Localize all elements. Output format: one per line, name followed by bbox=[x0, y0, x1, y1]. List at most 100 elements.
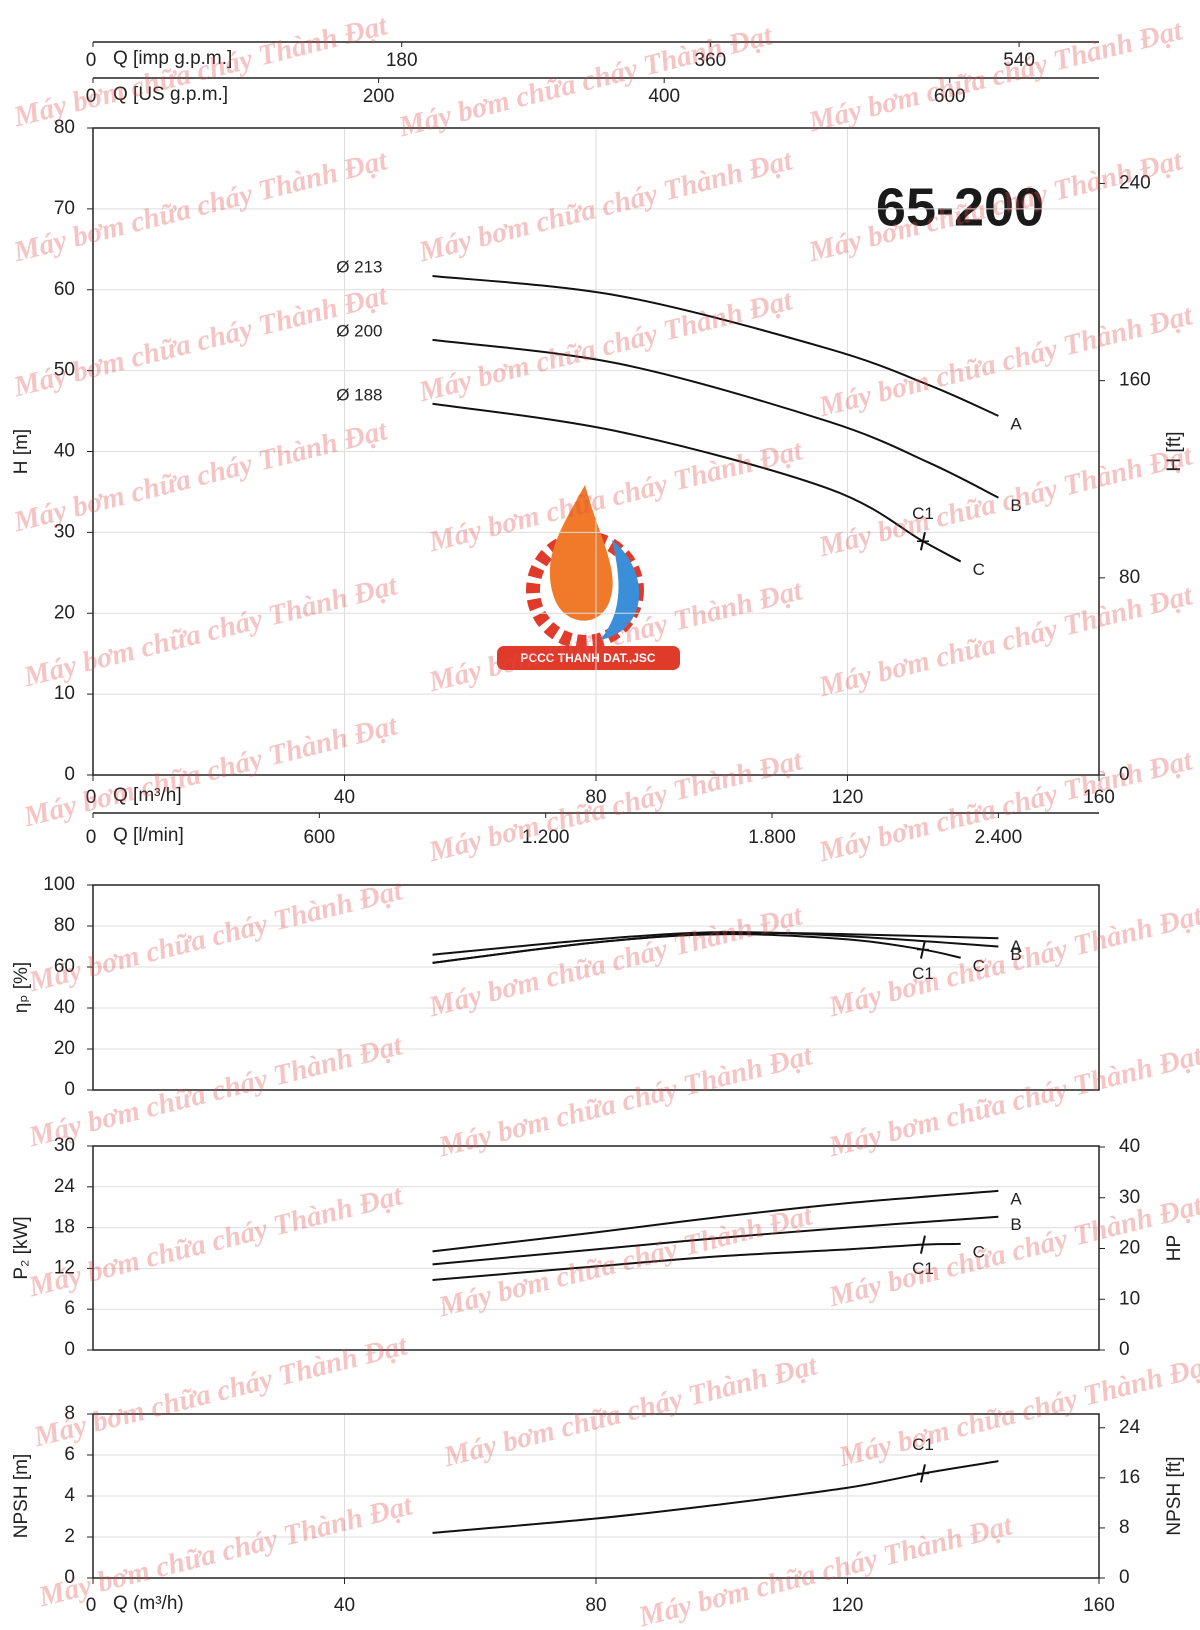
x-tick-label: 80 bbox=[585, 787, 606, 808]
y2-tick-label: 10 bbox=[1119, 1288, 1140, 1309]
y2-tick-label: 20 bbox=[1119, 1238, 1140, 1259]
watermark: Máy bơm chữa cháy Thành Đạt bbox=[25, 1179, 407, 1303]
plot-frame bbox=[92, 1145, 1100, 1351]
curve-label: B bbox=[1010, 496, 1021, 515]
y-tick-label: 10 bbox=[54, 683, 75, 704]
curve-label: A bbox=[1010, 414, 1022, 433]
x-axis-label: Q [m³/h] bbox=[113, 785, 182, 806]
curve-label: B bbox=[1010, 945, 1021, 964]
y-tick-label: 40 bbox=[54, 441, 75, 462]
watermark: Máy bơm chữa cháy Thành Đạt bbox=[20, 569, 402, 693]
x-tick-label: 400 bbox=[648, 86, 680, 107]
y2-tick-label: 0 bbox=[1119, 1567, 1130, 1588]
y-tick-label: 80 bbox=[54, 915, 75, 936]
watermark: Máy bơm chữa cháy Thành Đạt bbox=[825, 899, 1200, 1023]
y-tick-label: 70 bbox=[54, 198, 75, 219]
y2-axis-label: H [ft] bbox=[1164, 431, 1185, 471]
watermark: Máy bơm chữa cháy Thành Đạt bbox=[415, 284, 797, 408]
y-tick-label: 24 bbox=[54, 1176, 76, 1197]
curve-label: C bbox=[973, 560, 985, 579]
x-tick-label: 160 bbox=[1083, 787, 1115, 808]
watermark: Máy bơm chữa cháy Thành Đạt bbox=[815, 744, 1197, 868]
x-tick-label: 0 bbox=[86, 50, 97, 71]
curve-label: A bbox=[1010, 1189, 1022, 1208]
watermark: Máy bơm chữa cháy Thành Đạt bbox=[805, 144, 1187, 268]
x-tick-label: 600 bbox=[303, 827, 335, 848]
logo-text: PCCC THANH DAT.,JSC bbox=[520, 651, 655, 665]
x-tick-label: 180 bbox=[386, 50, 418, 71]
watermark: Máy bơm chữa cháy Thành Đạt bbox=[10, 9, 392, 133]
logo: PCCC THANH DAT.,JSC bbox=[497, 485, 680, 670]
y-axis-label: NPSH [m] bbox=[11, 1454, 32, 1538]
plot-frame bbox=[92, 884, 1100, 1091]
point-label: C1 bbox=[912, 504, 934, 523]
y2-axis-label: NPSH [ft] bbox=[1164, 1456, 1185, 1535]
y2-tick-label: 30 bbox=[1119, 1187, 1140, 1208]
x-tick-label: 0 bbox=[86, 1595, 97, 1616]
watermark: Máy bơm chữa cháy Thành Đạt bbox=[815, 299, 1197, 423]
x-tick-label: 1.200 bbox=[522, 827, 570, 848]
watermark: Máy bơm chữa cháy Thành Đạt bbox=[805, 14, 1187, 138]
chart-title: 65-200 bbox=[876, 177, 1044, 237]
curve-label: C bbox=[973, 956, 985, 975]
x-axis-label: Q [US g.p.m.] bbox=[113, 84, 228, 105]
watermark: Máy bơm chữa cháy Thành Đạt bbox=[815, 439, 1197, 563]
diameter-label: Ø 213 bbox=[336, 257, 382, 276]
curve bbox=[432, 338, 999, 499]
y-tick-label: 8 bbox=[64, 1403, 75, 1424]
panel: 0 10 20 30 40 50 60 70 80 H [m] 0 80 160 240 H [ft] 0 40… bbox=[11, 41, 1185, 848]
x-tick-label: 1.800 bbox=[748, 827, 796, 848]
y2-tick-label: 40 bbox=[1119, 1136, 1140, 1157]
curve bbox=[432, 1189, 999, 1253]
x-axis-label: Q (m³/h) bbox=[113, 1593, 184, 1614]
y-tick-label: 0 bbox=[64, 1567, 75, 1588]
x-axis-label: Q [imp g.p.m.] bbox=[113, 48, 232, 69]
y-tick-label: 2 bbox=[64, 1526, 75, 1547]
point-label: C1 bbox=[912, 1435, 934, 1454]
y-axis-label: ηₚ [%] bbox=[11, 962, 32, 1013]
x-tick-label: 120 bbox=[832, 787, 864, 808]
x-tick-label: 600 bbox=[934, 86, 966, 107]
watermark: Máy bơm chữa cháy Thành Đạt bbox=[425, 899, 807, 1023]
x-tick-label: 0 bbox=[86, 787, 97, 808]
x-tick-label: 40 bbox=[334, 787, 355, 808]
watermark: Máy bơm chữa cháy Thành Đạt bbox=[10, 414, 392, 538]
y-tick-label: 4 bbox=[64, 1485, 75, 1506]
watermark: Máy bơm chữa cháy Thành Đạt bbox=[425, 744, 807, 868]
watermark: Máy bơm chữa cháy Thành Đạt bbox=[825, 1039, 1200, 1163]
x-tick-label: 40 bbox=[334, 1595, 355, 1616]
y-tick-label: 80 bbox=[54, 117, 75, 138]
curve-label: C bbox=[973, 1242, 985, 1261]
y-tick-label: 12 bbox=[54, 1257, 75, 1278]
x-tick-label: 200 bbox=[363, 86, 395, 107]
watermark: Máy bơm chữa cháy Thành Đạt bbox=[30, 1329, 412, 1453]
curve bbox=[432, 1215, 999, 1266]
point-label: C1 bbox=[912, 964, 934, 983]
y-tick-label: 60 bbox=[54, 279, 75, 300]
watermark: Máy bơm chữa cháy Thành Đạt bbox=[25, 874, 407, 998]
watermark: Máy bơm chữa cháy Thành Đạt bbox=[25, 1029, 407, 1153]
y-tick-label: 6 bbox=[64, 1298, 75, 1319]
watermark: Máy bơm chữa cháy Thành Đạt bbox=[415, 144, 797, 268]
x-tick-label: 540 bbox=[1003, 50, 1035, 71]
x-tick-label: 80 bbox=[585, 1595, 606, 1616]
panel: 0 6 12 18 24 30 P₂ [kW] 0 10 20 30 40 HP AB C C1 bbox=[11, 1135, 1185, 1360]
y2-tick-label: 8 bbox=[1119, 1517, 1130, 1538]
x-tick-label: 120 bbox=[832, 1595, 864, 1616]
y2-tick-label: 24 bbox=[1119, 1417, 1141, 1438]
watermark: Máy bơm chữa cháy Thành Đạt bbox=[20, 709, 402, 833]
watermark: Máy bơm chữa cháy Thành Đạt bbox=[425, 574, 807, 698]
x-tick-label: 360 bbox=[695, 50, 727, 71]
x-tick-label: 0 bbox=[86, 86, 97, 107]
watermark: Máy bơm chữa cháy Thành Đạt bbox=[35, 1489, 417, 1613]
curve-label: B bbox=[1010, 1215, 1021, 1234]
y-axis-label: P₂ [kW] bbox=[11, 1216, 32, 1279]
y2-tick-label: 80 bbox=[1119, 567, 1140, 588]
y-tick-label: 50 bbox=[54, 360, 75, 381]
y2-tick-label: 0 bbox=[1119, 764, 1130, 785]
y-tick-label: 20 bbox=[54, 602, 75, 623]
y-tick-label: 30 bbox=[54, 1135, 75, 1156]
curve-label: A bbox=[1010, 937, 1022, 956]
